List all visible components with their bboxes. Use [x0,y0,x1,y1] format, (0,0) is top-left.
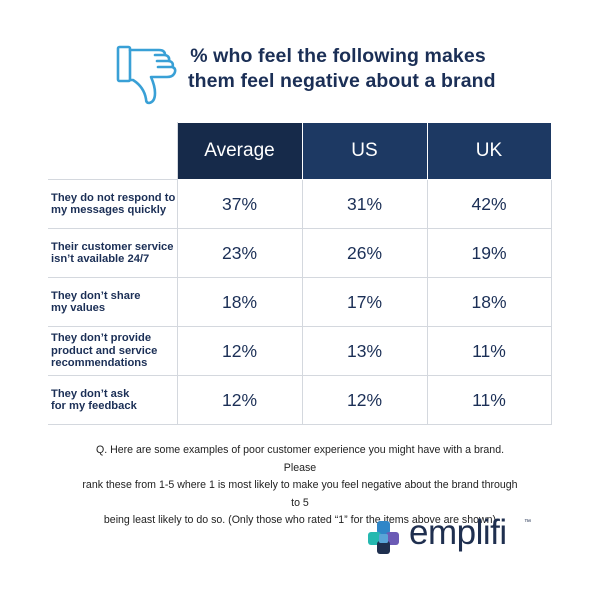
cell-uk: 11% [426,326,552,376]
cell-uk: 11% [426,375,552,425]
cell-us: 26% [301,228,428,278]
row-label-line: for my feedback [51,400,137,412]
table-row: Their customer service isn’t available 2… [48,228,552,278]
column-header-uk: UK [426,122,552,180]
cell-average: 12% [176,375,303,425]
footnote: Q. Here are some examples of poor custom… [80,442,520,530]
cell-us: 12% [301,375,428,425]
cell-average: 37% [176,179,303,229]
row-label-line: Their customer service [51,240,174,253]
row-label: They do not respond to my messages quick… [48,179,178,229]
title-line-1: % who feel the following makes [190,45,486,67]
cell-uk: 42% [426,179,552,229]
row-label-line: recommendations [51,357,148,370]
data-table: Average US UK They do not respond to my … [48,122,552,425]
header: % who feel the following makes them feel… [0,0,600,115]
brand-name: emplifi [409,513,507,552]
row-label-line: product and service [51,344,158,357]
row-label-line: They don’t ask [51,387,130,400]
footnote-line: being least likely to do so. (Only those… [103,514,497,526]
emplifi-logo-mark [368,521,399,554]
table-row: They don’t ask for my feedback 12% 12% 1… [48,375,552,425]
row-label-line: They don’t share [51,289,141,302]
table-row: They don’t share my values 18% 17% 18% [48,277,552,327]
cell-average: 18% [176,277,303,327]
row-label-line: my messages quickly [51,204,167,216]
chart-title: % who feel the following makes them feel… [188,44,496,94]
cell-us: 13% [301,326,428,376]
row-label-line: They do not respond to [51,191,176,204]
column-header-average: Average [176,122,303,180]
footnote-line: Q. Here are some examples of poor custom… [95,444,505,474]
row-label-line: They don’t provide [51,332,152,345]
cell-uk: 19% [426,228,552,278]
row-label-line: my values [51,302,106,314]
row-label: They don’t share my values [48,277,178,327]
cell-average: 12% [176,326,303,376]
trademark-mark: ™ [524,519,531,526]
footnote-line: rank these from 1-5 where 1 is most like… [82,479,518,509]
header-row: Average US UK [48,122,552,180]
row-label: Their customer service isn’t available 2… [48,228,178,278]
table-row: They do not respond to my messages quick… [48,179,552,229]
title-line-2: them feel negative about a brand [188,70,496,92]
row-label: They don’t provide product and service r… [48,326,178,376]
cell-us: 17% [301,277,428,327]
table-row: They don’t provide product and service r… [48,326,552,376]
row-label-line: isn’t available 24/7 [51,253,150,265]
row-label: They don’t ask for my feedback [48,375,178,425]
column-header-us: US [301,122,428,180]
cell-average: 23% [176,228,303,278]
cell-uk: 18% [426,277,552,327]
header-corner [48,122,178,180]
cell-us: 31% [301,179,428,229]
emplifi-logo: emplifi ™ [366,513,536,559]
thumbs-down-icon [116,45,177,105]
